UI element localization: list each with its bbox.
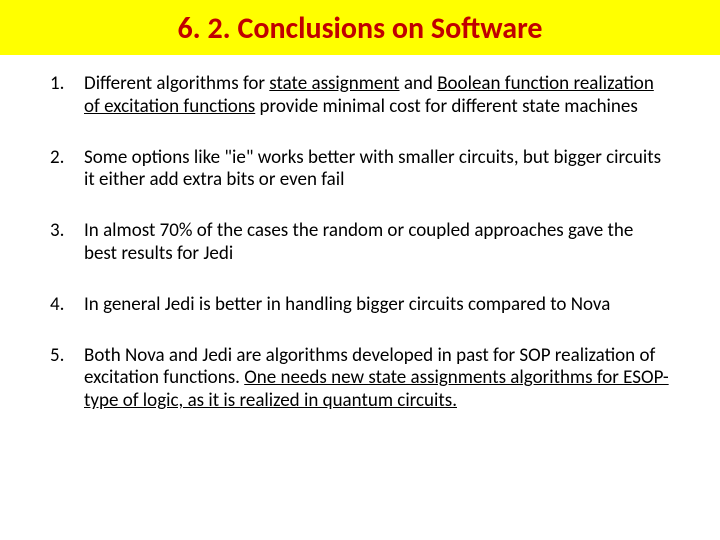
list-number: 3. [50,220,84,266]
text-segment: and [400,72,438,95]
text-segment: Different algorithms for [84,72,269,95]
content-area: 1.Different algorithms for state assignm… [0,55,720,413]
text-segment: provide minimal cost for different state… [255,95,638,118]
list-item: 3.In almost 70% of the cases the random … [50,220,670,266]
list-body: Some options like "ie" works better with… [84,147,670,193]
text-segment: Some options like "ie" works better with… [84,146,661,192]
list-item: 5.Both Nova and Jedi are algorithms deve… [50,345,670,413]
list-number: 4. [50,294,84,317]
title-bar: 6. 2. Conclusions on Software [0,0,720,55]
list-item: 1.Different algorithms for state assignm… [50,73,670,119]
slide-title: 6. 2. Conclusions on Software [0,10,720,47]
list-item: 2.Some options like "ie" works better wi… [50,147,670,193]
text-segment: In almost 70% of the cases the random or… [84,219,633,265]
list-body: In general Jedi is better in handling bi… [84,294,670,317]
list-body: In almost 70% of the cases the random or… [84,220,670,266]
list-body: Different algorithms for state assignmen… [84,73,670,119]
text-segment: In general Jedi is better in handling bi… [84,293,610,316]
list-number: 2. [50,147,84,193]
numbered-list: 1.Different algorithms for state assignm… [50,73,670,413]
list-item: 4.In general Jedi is better in handling … [50,294,670,317]
list-body: Both Nova and Jedi are algorithms develo… [84,345,670,413]
list-number: 5. [50,345,84,413]
list-number: 1. [50,73,84,119]
text-segment: state assignment [269,72,399,95]
